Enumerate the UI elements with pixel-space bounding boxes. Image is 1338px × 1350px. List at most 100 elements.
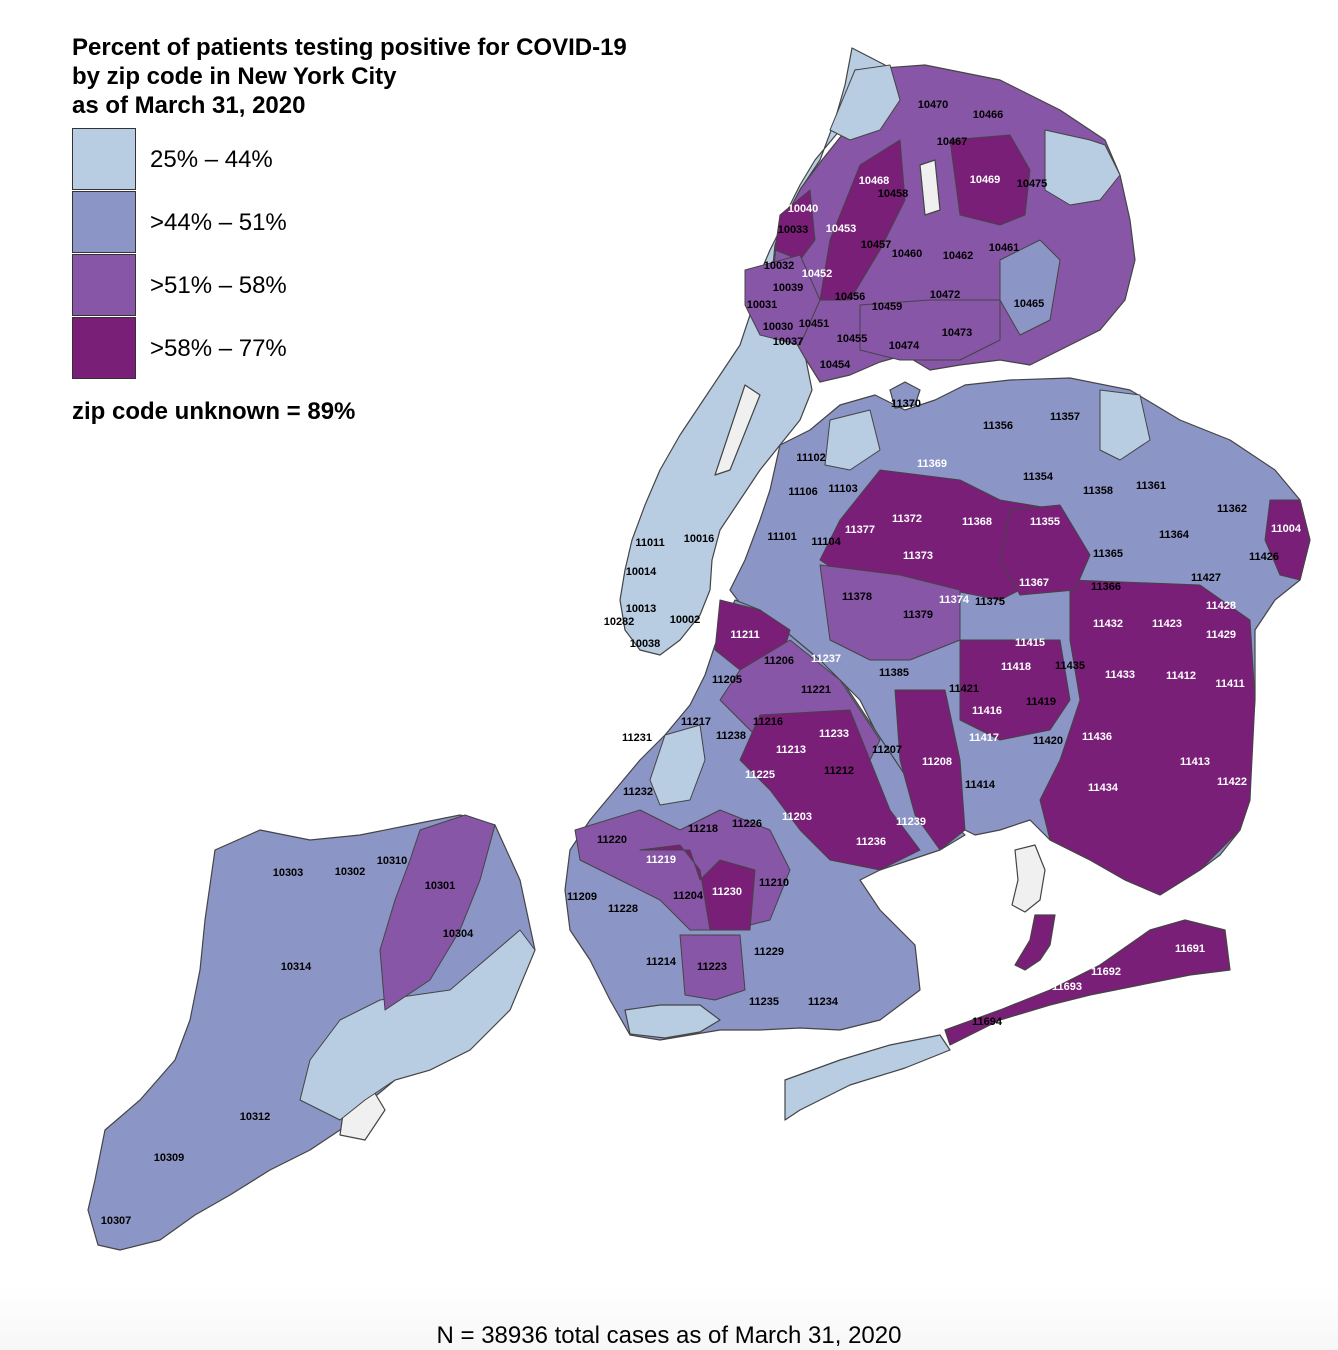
queens-dark-flushing-area (999, 504, 1091, 596)
coney-island (624, 1004, 721, 1039)
breezy-point-strip (784, 1034, 951, 1121)
zip-label-10039: 10039 (773, 282, 804, 294)
zip-label-11432: 11432 (1093, 618, 1123, 630)
zip-label-10475: 10475 (1017, 178, 1048, 190)
zip-label-11385: 11385 (879, 667, 909, 679)
unknown-zip-note: zip code unknown = 89% (72, 398, 356, 425)
zip-label-11104: 11104 (811, 536, 841, 548)
zip-label-11221: 11221 (801, 684, 831, 696)
zip-label-11004: 11004 (1271, 523, 1302, 535)
zip-label-11216: 11216 (753, 716, 783, 728)
zip-label-11378: 11378 (842, 591, 872, 603)
zip-label-11427: 11427 (1191, 572, 1221, 584)
zip-label-11412: 11412 (1166, 670, 1196, 682)
zip-label-10473: 10473 (942, 327, 973, 339)
zip-label-11369: 11369 (917, 458, 947, 470)
zip-label-11433: 11433 (1105, 669, 1135, 681)
zip-label-11238: 11238 (716, 730, 746, 742)
zip-label-11226: 11226 (732, 818, 762, 830)
zip-label-10301: 10301 (425, 880, 456, 892)
brooklyn-dark-central-area (739, 709, 921, 871)
zip-label-11358: 11358 (1083, 485, 1113, 497)
zip-label-11219: 11219 (646, 854, 676, 866)
zip-label-11217: 11217 (681, 716, 711, 728)
title-line-2: by zip code in New York City (72, 63, 397, 90)
zip-label-10469: 10469 (970, 174, 1001, 186)
zip-label-11421: 11421 (949, 683, 979, 695)
rikers-island (889, 381, 921, 409)
zip-label-11368: 11368 (962, 516, 992, 528)
zip-label-11416: 11416 (972, 705, 1002, 717)
zip-label-11235: 11235 (749, 996, 779, 1008)
zip-label-11223: 11223 (697, 961, 727, 973)
legend-label: >51% – 58% (150, 272, 287, 299)
zip-label-10016: 10016 (684, 533, 715, 545)
zip-label-11365: 11365 (1093, 548, 1123, 560)
zip-label-11230: 11230 (712, 886, 742, 898)
legend-swatch (72, 317, 136, 379)
zip-label-11236: 11236 (856, 836, 886, 848)
brooklyn-borough (564, 599, 966, 1041)
queens-elmhurst-purple-area (819, 564, 961, 661)
zip-label-11379: 11379 (903, 609, 933, 621)
zip-label-11210: 11210 (759, 877, 789, 889)
zip-label-10013: 10013 (626, 603, 657, 615)
zip-label-11228: 11228 (608, 903, 638, 915)
manhattan-harlem-area (744, 254, 821, 346)
zip-label-10462: 10462 (943, 250, 974, 262)
shading-layer (299, 64, 1311, 1121)
bronx-park-area (919, 159, 941, 216)
zip-label-11694: 11694 (972, 1016, 1003, 1028)
zip-label-11229: 11229 (754, 946, 784, 958)
zip-label-11233: 11233 (819, 728, 849, 740)
zip-label-11106: 11106 (788, 486, 817, 498)
zip-label-11420: 11420 (1033, 735, 1063, 747)
zip-label-10457: 10457 (861, 239, 892, 251)
zip-label-11011: 11011 (635, 537, 664, 549)
zip-label-10033: 10033 (778, 224, 809, 236)
zip-label-11417: 11417 (969, 732, 999, 744)
zip-label-10302: 10302 (335, 866, 366, 878)
zip-label-10456: 10456 (835, 291, 866, 303)
zip-label-11220: 11220 (597, 834, 627, 846)
bronx-east-light-area (1044, 129, 1121, 206)
zip-label-11205: 11205 (712, 674, 742, 686)
bronx-lower-purple-area (859, 299, 1001, 361)
zip-label-10458: 10458 (878, 188, 909, 200)
zip-label-11422: 11422 (1217, 776, 1247, 788)
zip-label-10474: 10474 (889, 340, 920, 352)
zip-label-11428: 11428 (1206, 600, 1236, 612)
zip-label-10282: 10282 (604, 616, 635, 628)
zip-label-11691: 11691 (1175, 943, 1205, 955)
zip-label-11206: 11206 (764, 655, 794, 667)
zip-label-10037: 10037 (773, 336, 804, 348)
queens-dark-southeast-area (1039, 579, 1256, 896)
zip-label-11374: 11374 (939, 594, 970, 606)
zip-label-10472: 10472 (930, 289, 961, 301)
zip-label-10461: 10461 (989, 242, 1020, 254)
zip-label-11436: 11436 (1082, 731, 1112, 743)
zip-label-11418: 11418 (1001, 661, 1031, 673)
zip-label-11415: 11415 (1015, 637, 1045, 649)
legend-label: >58% – 77% (150, 335, 287, 362)
zip-label-11419: 11419 (1026, 696, 1056, 708)
zip-label-10451: 10451 (799, 318, 830, 330)
zip-label-11354: 11354 (1023, 471, 1054, 483)
zip-label-11414: 11414 (965, 779, 996, 791)
zip-label-10470: 10470 (918, 99, 949, 111)
zip-label-11213: 11213 (776, 744, 806, 756)
bronx-dark-west-area (819, 139, 906, 301)
zip-label-11411: 11411 (1215, 678, 1244, 690)
zip-label-11218: 11218 (688, 823, 718, 835)
zip-label-11203: 11203 (782, 811, 812, 823)
zip-label-11435: 11435 (1055, 660, 1085, 672)
brooklyn-dark-midwood-area (639, 844, 756, 931)
title-line-3: as of March 31, 2020 (72, 92, 306, 119)
zip-label-11209: 11209 (567, 891, 597, 903)
zip-label-10030: 10030 (763, 321, 794, 333)
zip-label-11237: 11237 (811, 653, 841, 665)
zip-label-11212: 11212 (824, 765, 854, 777)
zip-label-11373: 11373 (903, 550, 933, 562)
staten-island-purple-area (379, 814, 496, 1011)
